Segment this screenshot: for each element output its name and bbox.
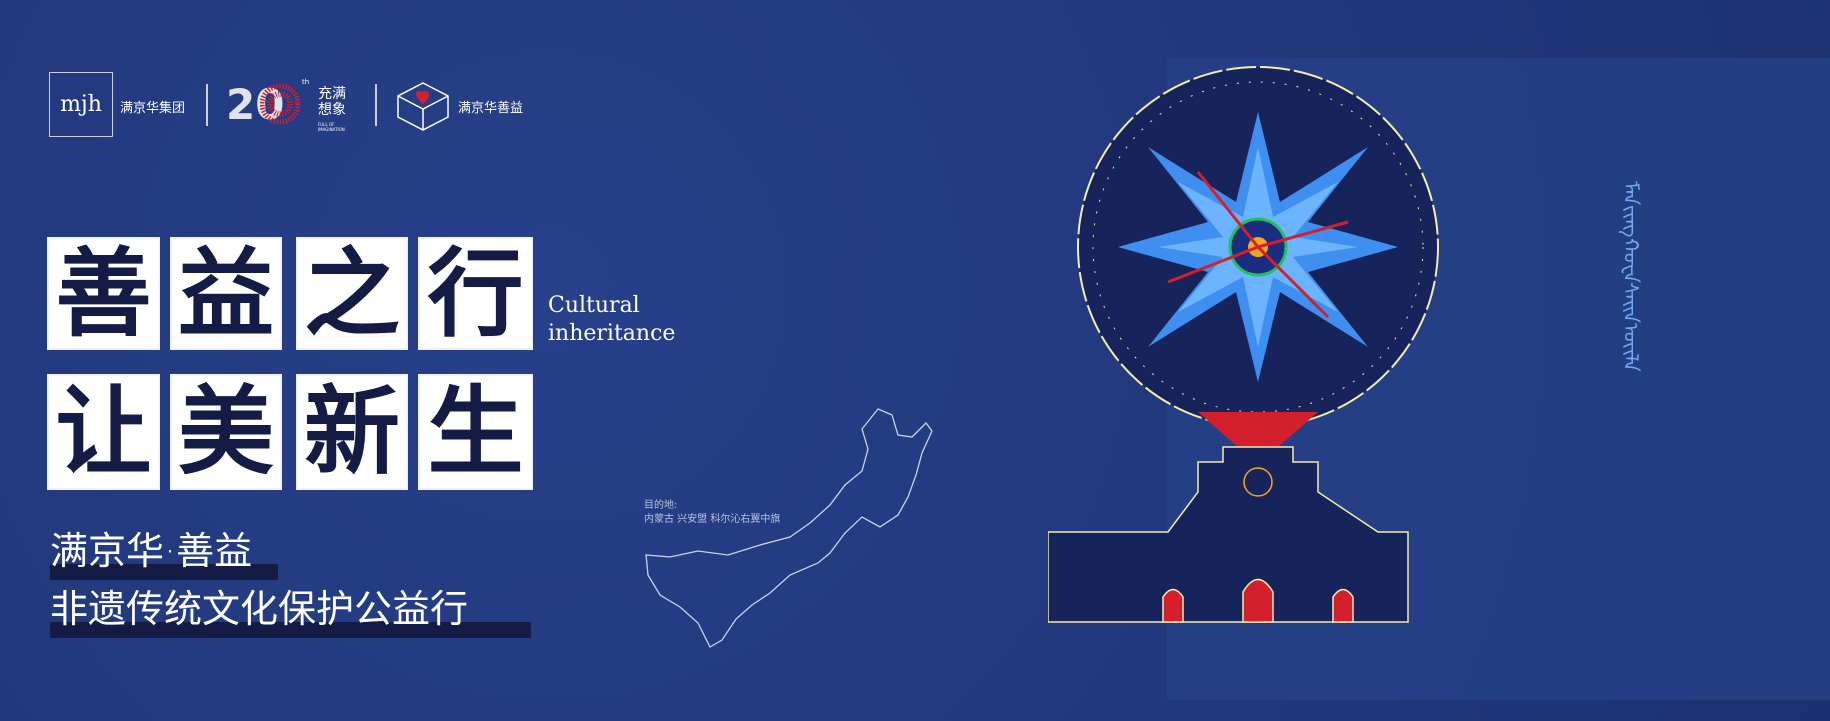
subtitle-line-1: 满京华·善益 [50, 529, 253, 573]
divider [206, 84, 208, 126]
charity-box-heart-icon [397, 82, 449, 131]
destination-label: 目的地: [644, 500, 678, 511]
english-line-1: Cultural [548, 293, 640, 318]
mjh-logo: mjh [49, 72, 113, 137]
anniversary-sup: th [302, 78, 310, 86]
title-char: 善 [49, 239, 158, 348]
red-burst-icon [260, 84, 300, 124]
red-funnel [1198, 412, 1318, 447]
subtitle-underline [50, 622, 531, 638]
scalloped-medallion [1077, 66, 1439, 428]
mjh-mark: mjh [60, 92, 102, 117]
subtitle-line-2: 非遗传统文化保护公益行 [50, 587, 469, 631]
anniversary-en: FULL OF IMAGINATION [318, 122, 345, 132]
anniversary-logo: 20 th [226, 78, 326, 130]
inner-mongolia-map-outline [645, 408, 933, 648]
subtitle-underline [50, 564, 278, 580]
anniversary-slogan: 充满想象 [318, 86, 346, 118]
english-tagline: Cultural inheritance [548, 292, 675, 348]
destination: 目的地: 内蒙古 兴安盟 科尔沁右翼中旗 [644, 499, 780, 527]
mongolian-script-decoration: ᠮᠠᠨ ᠵᠢᠩ ᠬᠤᠸᠠ ᠰᠠᠢᠨ ᠦᠢᠯᠡ [1619, 181, 1643, 373]
embroidered-emblem [1048, 66, 1439, 623]
divider [375, 84, 377, 126]
title-char: 美 [172, 376, 280, 488]
english-line-2: inheritance [548, 321, 676, 346]
title-char: 新 [298, 376, 406, 488]
group-name: 满京华集团 [120, 101, 186, 116]
title-char: 让 [49, 376, 158, 488]
charity-name: 满京华善益 [458, 101, 524, 116]
title-char: 生 [420, 376, 531, 488]
destination-value: 内蒙古 兴安盟 科尔沁右翼中旗 [644, 514, 781, 525]
title-char: 益 [172, 239, 280, 348]
title-char: 之 [298, 239, 406, 348]
title-char: 行 [420, 239, 531, 348]
city-gate [1048, 446, 1409, 623]
